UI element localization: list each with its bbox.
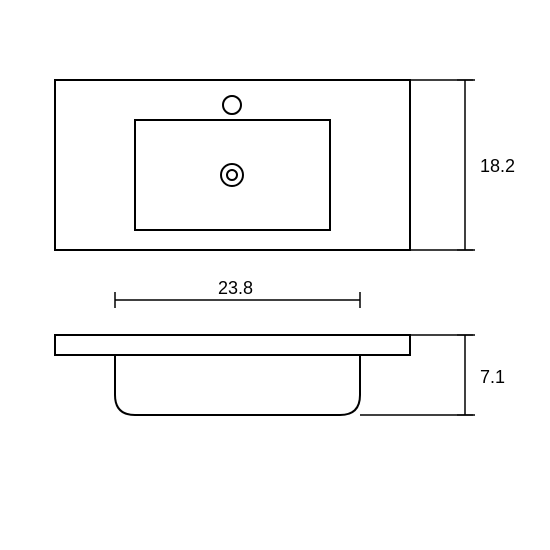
top-view bbox=[55, 80, 410, 250]
side-top-rect bbox=[55, 335, 410, 355]
drain-outer-icon bbox=[221, 164, 243, 186]
dimension-height: 18.2 bbox=[410, 80, 515, 250]
side-basin bbox=[115, 355, 360, 415]
sink-technical-drawing: 18.2 23.8 7.1 bbox=[0, 0, 550, 550]
dimension-depth: 7.1 bbox=[360, 335, 505, 415]
dimension-width-label: 23.8 bbox=[218, 278, 253, 298]
top-inner-rect bbox=[135, 120, 330, 230]
drain-inner-icon bbox=[227, 170, 237, 180]
side-view bbox=[55, 335, 410, 415]
dimension-height-label: 18.2 bbox=[480, 156, 515, 176]
dimension-width: 23.8 bbox=[115, 278, 360, 308]
dimension-depth-label: 7.1 bbox=[480, 367, 505, 387]
faucet-hole-icon bbox=[223, 96, 241, 114]
drawing-svg: 18.2 23.8 7.1 bbox=[0, 0, 550, 550]
